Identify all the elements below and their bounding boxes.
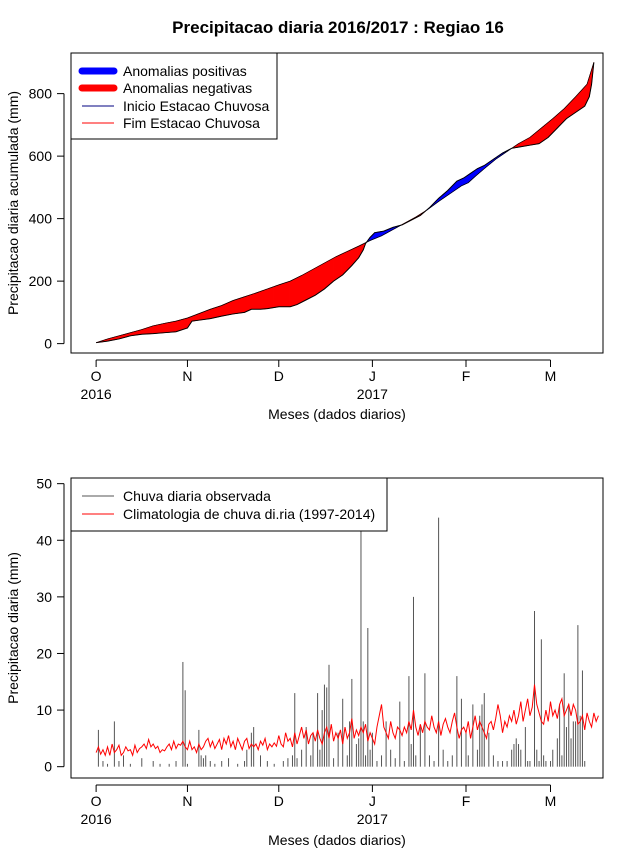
legend-label-negative: Anomalias negativas [123, 80, 252, 96]
chart-title: Precipitacao diaria 2016/2017 : Regiao 1… [172, 18, 504, 37]
y-tick-label: 50 [36, 476, 52, 492]
x-tick-label: M [545, 368, 557, 384]
x-axis-label: Meses (dados diarios) [268, 406, 406, 422]
y-tick-label: 30 [36, 589, 52, 605]
legend-label-observed: Chuva diaria observada [123, 488, 271, 504]
x-year-label: 2016 [81, 811, 112, 827]
legend: Anomalias positivas Anomalias negativas … [70, 52, 278, 140]
y-axis-label: Precipitacao diaria acumulada (mm) [5, 91, 21, 315]
legend-label-climatology: Climatologia de chuva di.ria (1997-2014) [123, 506, 375, 522]
y-tick-label: 800 [29, 86, 53, 102]
x-year-label: 2016 [81, 386, 112, 402]
y-tick-label: 40 [36, 532, 52, 548]
climatology-daily-line [95, 684, 599, 758]
y-tick-label: 20 [36, 645, 52, 661]
y-axis: 0 10 20 30 40 50 [36, 476, 65, 775]
y-axis: 0 200 400 600 800 [29, 86, 65, 352]
legend-label-end: Fim Estacao Chuvosa [123, 115, 260, 131]
x-axis: O N D J F M 2016 2017 [81, 359, 557, 402]
x-year-label: 2017 [357, 811, 388, 827]
y-tick-label: 0 [44, 336, 52, 352]
daily-bars [97, 494, 586, 767]
x-tick-label: J [369, 793, 376, 809]
observed-cumulative-line [96, 62, 595, 344]
climatology-cumulative-line [96, 62, 595, 344]
y-tick-label: 200 [29, 273, 53, 289]
legend: Chuva diaria observada Climatologia de c… [70, 477, 388, 532]
legend-label-positive: Anomalias positivas [123, 63, 247, 79]
x-tick-label: F [462, 793, 471, 809]
legend-label-start: Inicio Estacao Chuvosa [123, 98, 270, 114]
x-tick-label: N [182, 368, 192, 384]
x-tick-label: D [274, 793, 284, 809]
x-tick-label: F [462, 368, 471, 384]
x-axis: O N D J F M 2016 2017 [81, 784, 557, 827]
plot-frame [70, 52, 604, 354]
climatology-line-layer [95, 684, 599, 758]
legend-box [70, 477, 388, 532]
y-tick-label: 400 [29, 211, 53, 227]
x-year-label: 2017 [357, 386, 388, 402]
x-tick-label: M [545, 793, 557, 809]
cumulative-chart: O N D J F M 2016 2017 0 200 400 600 800 Meses (dado… [5, 52, 604, 422]
x-tick-label: J [369, 368, 376, 384]
x-tick-label: O [91, 368, 102, 384]
y-tick-label: 600 [29, 148, 53, 164]
y-axis-label: Precipitacao diaria (mm) [5, 552, 21, 704]
y-tick-label: 0 [44, 759, 52, 775]
y-tick-label: 10 [36, 702, 52, 718]
x-tick-label: O [91, 793, 102, 809]
x-tick-label: N [182, 793, 192, 809]
daily-chart: O N D J F M 2016 2017 0 10 20 30 40 50 Meses (dados … [5, 476, 604, 848]
cumulative-line-layer [96, 62, 595, 344]
x-tick-label: D [274, 368, 284, 384]
legend-box [70, 52, 278, 140]
x-axis-label: Meses (dados diarios) [268, 832, 406, 848]
